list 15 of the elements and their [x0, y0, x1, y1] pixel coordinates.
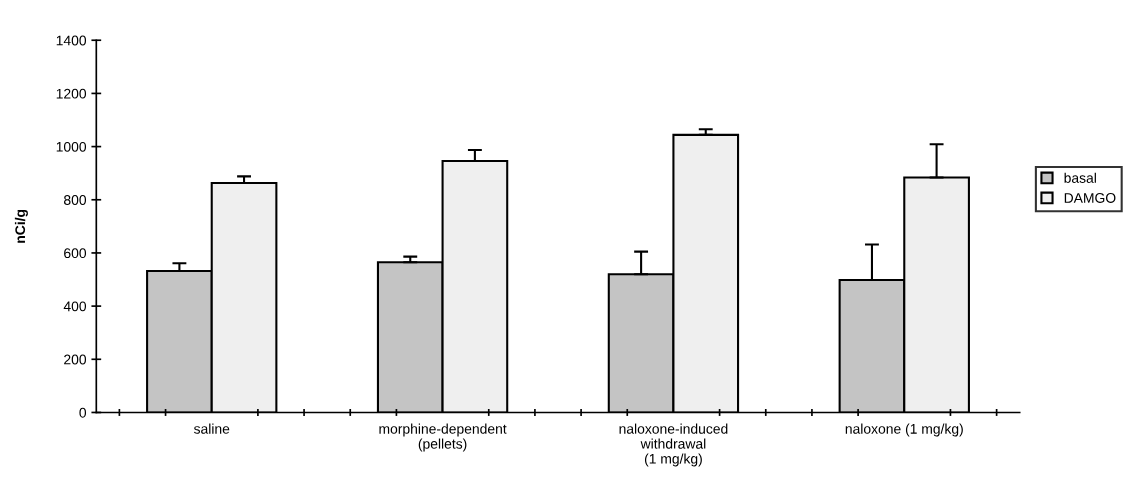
y-tick-label: 800 — [64, 195, 87, 205]
x-tick-label: morphine-dependent (pellets) — [379, 423, 507, 452]
y-tick-label: 200 — [64, 354, 87, 365]
y-tick-label: 1200 — [56, 88, 87, 99]
y-tick-label: 1000 — [56, 141, 87, 152]
y-tick-label: 600 — [64, 248, 87, 259]
y-tick-label: 400 — [63, 301, 87, 312]
legend-label: DAMGO — [1064, 193, 1116, 203]
y-tick-label: 0 — [79, 407, 87, 418]
x-tick-label: saline — [193, 423, 230, 434]
x-tick-label: naloxone-induced withdrawal (1 mg/kg) — [619, 423, 728, 467]
y-axis-title: nCi/g — [14, 209, 28, 243]
y-tick-label: 1400 — [56, 35, 87, 46]
legend-label: basal — [1064, 172, 1096, 183]
x-tick-label: naloxone (1 mg/kg) — [845, 423, 963, 437]
